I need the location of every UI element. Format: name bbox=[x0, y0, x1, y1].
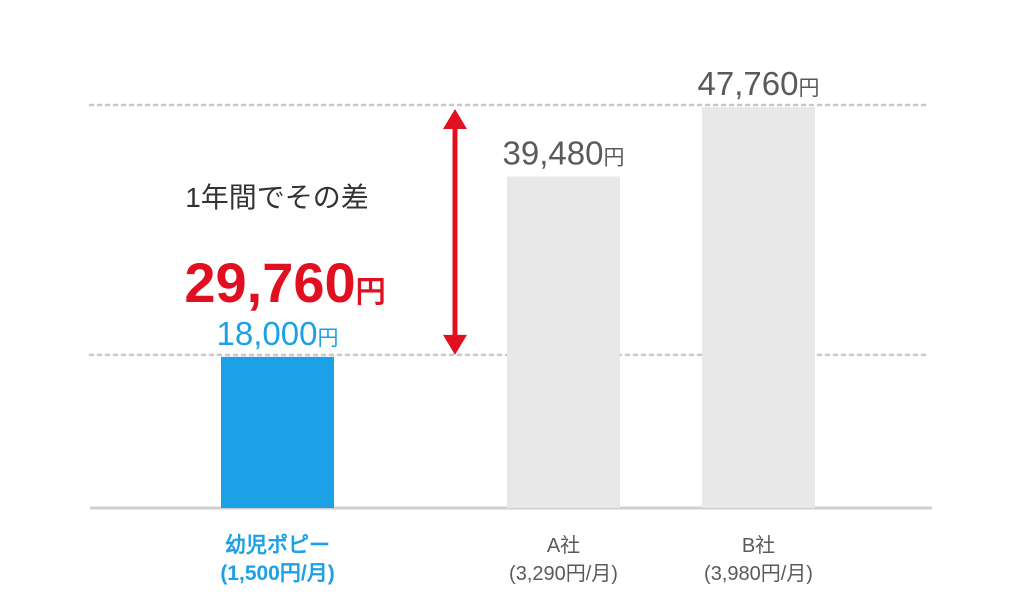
bar-2 bbox=[507, 176, 620, 509]
value-label-2: 39,480円 bbox=[503, 135, 625, 172]
difference-arrow-head-top bbox=[443, 109, 467, 129]
difference-amount: 29,760円 bbox=[184, 251, 385, 314]
category-sublabel-3: (3,980円/月) bbox=[704, 563, 813, 585]
category-label-3: B社 bbox=[742, 534, 775, 557]
category-sublabel-2: (3,290円/月) bbox=[509, 563, 618, 585]
category-label-1: 幼児ポピー bbox=[225, 533, 330, 557]
bar-1 bbox=[221, 356, 334, 508]
category-sublabel-1: (1,500円/月) bbox=[220, 562, 334, 585]
category-label-2: A社 bbox=[547, 534, 580, 557]
bar-3 bbox=[702, 107, 815, 508]
difference-arrow-head-bottom bbox=[443, 334, 467, 355]
difference-caption: 1年間でその差 bbox=[185, 182, 369, 213]
value-label-3: 47,760円 bbox=[698, 65, 820, 102]
value-label-1: 18,000円 bbox=[217, 315, 339, 352]
